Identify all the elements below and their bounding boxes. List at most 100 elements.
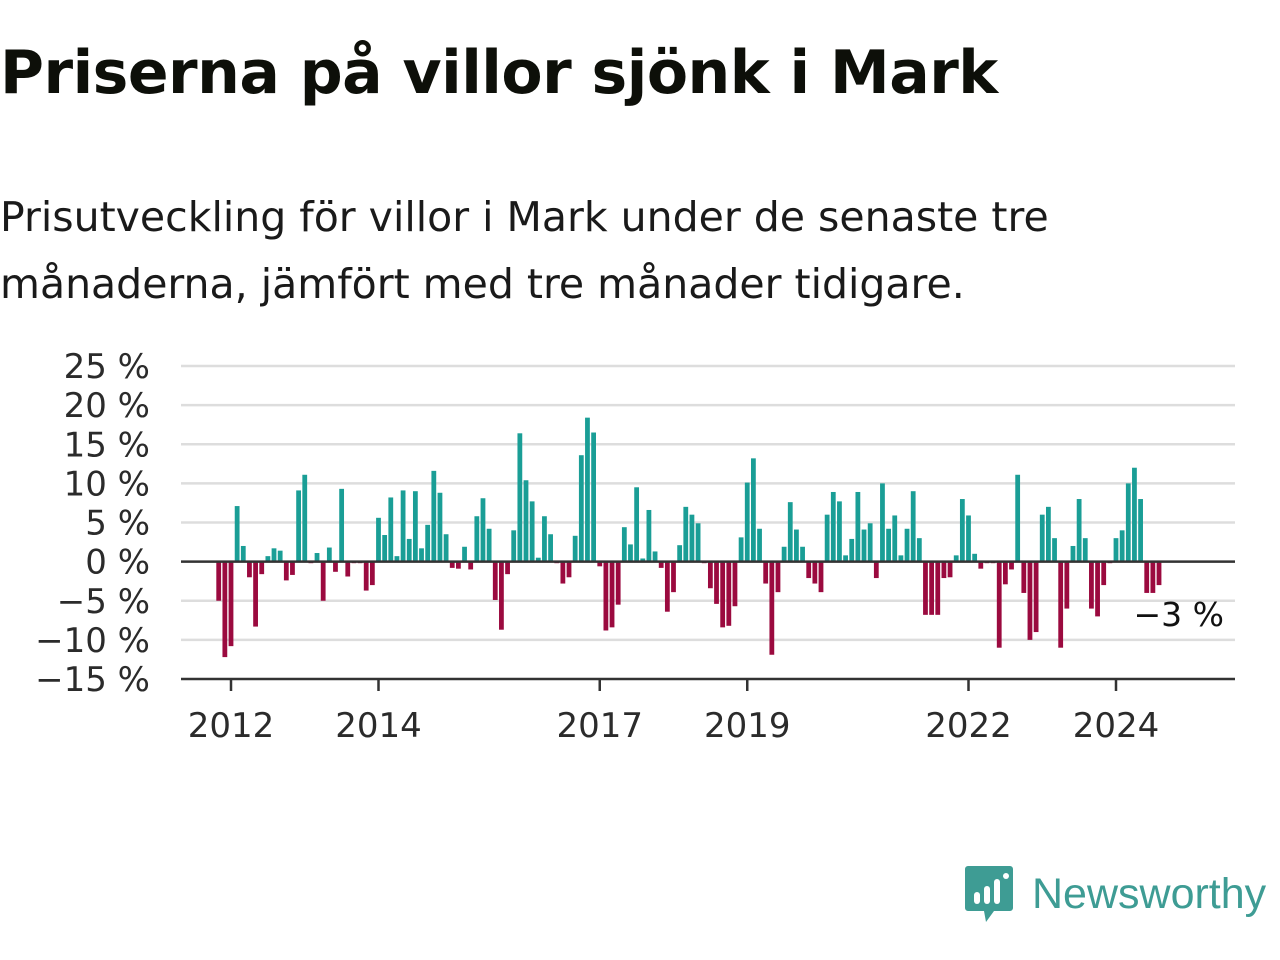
bar bbox=[818, 561, 824, 593]
bar bbox=[529, 501, 535, 562]
bar bbox=[253, 561, 258, 627]
bar bbox=[535, 557, 541, 562]
bar bbox=[646, 509, 652, 562]
bar bbox=[296, 490, 301, 562]
bar bbox=[499, 561, 504, 630]
bar bbox=[339, 488, 345, 562]
bar bbox=[929, 561, 935, 615]
bar bbox=[1052, 538, 1057, 562]
bar bbox=[892, 515, 898, 562]
bar bbox=[474, 516, 480, 562]
bar bbox=[511, 530, 517, 562]
bar bbox=[345, 561, 351, 577]
bar bbox=[271, 548, 277, 562]
bar bbox=[677, 545, 683, 562]
bar bbox=[382, 535, 388, 562]
bar bbox=[259, 561, 265, 575]
bar bbox=[412, 491, 418, 562]
bar bbox=[560, 561, 566, 584]
bar bbox=[689, 514, 695, 562]
bar bbox=[443, 534, 449, 562]
last-value-label: −3 % bbox=[1134, 595, 1225, 634]
x-tick-label: 2024 bbox=[1073, 706, 1160, 746]
bar bbox=[1009, 561, 1014, 570]
bar bbox=[228, 561, 234, 647]
bar-chart: 25 %20 %15 %10 %5 %0 %−5 %−10 %−15 % 201… bbox=[35, 347, 1235, 746]
bar bbox=[763, 561, 769, 584]
bar bbox=[369, 561, 375, 586]
bar bbox=[658, 561, 664, 568]
bar bbox=[431, 470, 437, 562]
bar bbox=[628, 544, 633, 562]
bar bbox=[419, 548, 424, 562]
bar bbox=[861, 529, 867, 562]
y-tick-label: 20 % bbox=[64, 386, 150, 426]
y-tick-label: 15 % bbox=[64, 425, 150, 465]
bar bbox=[916, 538, 922, 562]
brand-name: Newsworthy bbox=[1032, 869, 1267, 918]
bar bbox=[1138, 499, 1143, 562]
bar bbox=[769, 561, 775, 655]
bar bbox=[849, 538, 855, 562]
bar bbox=[517, 433, 523, 562]
x-tick-label: 2014 bbox=[335, 706, 422, 746]
bar bbox=[910, 491, 916, 562]
bar bbox=[824, 514, 830, 562]
bar bbox=[425, 524, 431, 562]
bar bbox=[333, 561, 338, 572]
bar bbox=[437, 492, 443, 562]
bar bbox=[326, 547, 332, 562]
bar bbox=[462, 546, 467, 562]
bar bbox=[947, 561, 953, 578]
bar bbox=[376, 517, 381, 562]
bar bbox=[959, 499, 965, 562]
bar bbox=[873, 561, 879, 579]
bar bbox=[953, 555, 959, 562]
bar bbox=[283, 561, 289, 581]
x-tick-label: 2019 bbox=[704, 706, 791, 746]
bar bbox=[732, 561, 738, 607]
bar bbox=[1113, 538, 1119, 562]
bar bbox=[1046, 506, 1051, 562]
bar bbox=[609, 561, 615, 628]
bar bbox=[898, 555, 904, 562]
newsworthy-brand: Newsworthy bbox=[964, 864, 1266, 924]
bar bbox=[1058, 561, 1064, 648]
bar bbox=[1076, 499, 1082, 562]
bar bbox=[775, 561, 781, 593]
bar bbox=[812, 561, 818, 584]
bar bbox=[394, 556, 400, 562]
bar bbox=[542, 516, 547, 562]
bar bbox=[781, 546, 787, 562]
bar bbox=[1002, 561, 1008, 585]
bar bbox=[320, 561, 326, 601]
bar bbox=[843, 555, 848, 562]
bar bbox=[640, 558, 646, 562]
bar bbox=[886, 528, 891, 562]
bar bbox=[1119, 530, 1125, 562]
bar bbox=[855, 491, 861, 562]
bar bbox=[597, 561, 603, 567]
bar bbox=[1033, 561, 1039, 633]
bar bbox=[216, 561, 222, 601]
bar bbox=[566, 561, 572, 578]
bar bbox=[615, 561, 621, 605]
bar bbox=[830, 491, 836, 562]
bar bbox=[456, 561, 461, 569]
bar bbox=[996, 561, 1002, 648]
bar bbox=[406, 538, 412, 562]
bar bbox=[794, 529, 799, 562]
bar bbox=[1082, 538, 1088, 562]
bar bbox=[1015, 474, 1021, 562]
bar bbox=[468, 561, 474, 570]
bar bbox=[240, 545, 246, 562]
bar bbox=[935, 561, 941, 615]
bar bbox=[234, 506, 240, 562]
bar bbox=[548, 534, 553, 562]
bar bbox=[978, 561, 984, 569]
bar bbox=[707, 561, 713, 589]
bar bbox=[591, 432, 596, 562]
bar bbox=[744, 482, 750, 562]
bars bbox=[216, 417, 1162, 658]
bar bbox=[634, 487, 640, 562]
